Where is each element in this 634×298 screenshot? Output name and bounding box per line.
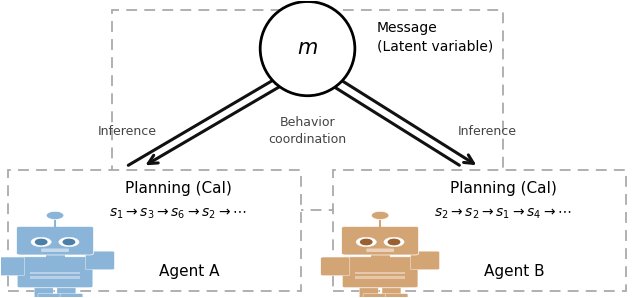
FancyBboxPatch shape [16, 226, 94, 255]
FancyBboxPatch shape [385, 294, 408, 298]
FancyBboxPatch shape [333, 170, 626, 291]
Text: Message
(Latent variable): Message (Latent variable) [377, 21, 493, 53]
FancyBboxPatch shape [46, 252, 65, 259]
FancyBboxPatch shape [355, 276, 405, 279]
FancyBboxPatch shape [382, 278, 401, 298]
Text: $s_1 \rightarrow s_3 \rightarrow s_6 \rightarrow s_2 \rightarrow \cdots$: $s_1 \rightarrow s_3 \rightarrow s_6 \ri… [109, 207, 247, 221]
FancyBboxPatch shape [38, 294, 61, 298]
Text: Planning (CaI): Planning (CaI) [450, 181, 557, 196]
FancyBboxPatch shape [410, 251, 439, 270]
FancyBboxPatch shape [30, 271, 81, 274]
Circle shape [36, 239, 47, 245]
FancyBboxPatch shape [342, 257, 418, 288]
Circle shape [31, 237, 51, 247]
FancyBboxPatch shape [112, 10, 503, 209]
Circle shape [361, 239, 372, 245]
Text: $s_2 \rightarrow s_2 \rightarrow s_1 \rightarrow s_4 \rightarrow \cdots$: $s_2 \rightarrow s_2 \rightarrow s_1 \ri… [434, 207, 572, 221]
FancyBboxPatch shape [8, 170, 301, 291]
Circle shape [384, 237, 404, 247]
FancyBboxPatch shape [41, 249, 69, 252]
Text: Agent A: Agent A [159, 264, 220, 279]
FancyBboxPatch shape [359, 278, 378, 298]
FancyBboxPatch shape [321, 257, 350, 276]
FancyBboxPatch shape [17, 257, 93, 288]
Text: Inference: Inference [98, 125, 157, 138]
FancyBboxPatch shape [366, 249, 394, 252]
Text: Planning (CaI): Planning (CaI) [124, 181, 231, 196]
FancyBboxPatch shape [342, 226, 418, 255]
Circle shape [46, 211, 64, 220]
Circle shape [372, 211, 389, 220]
FancyBboxPatch shape [86, 251, 114, 270]
Circle shape [389, 239, 399, 245]
Ellipse shape [260, 1, 355, 96]
Text: Inference: Inference [458, 125, 517, 138]
FancyBboxPatch shape [34, 278, 53, 298]
FancyBboxPatch shape [355, 271, 405, 274]
Text: Behavior
coordination: Behavior coordination [268, 116, 347, 146]
Text: $m$: $m$ [297, 39, 318, 58]
Circle shape [59, 237, 79, 247]
Circle shape [63, 239, 75, 245]
FancyBboxPatch shape [371, 252, 389, 259]
FancyBboxPatch shape [30, 276, 81, 279]
FancyBboxPatch shape [0, 257, 25, 276]
FancyBboxPatch shape [60, 294, 83, 298]
FancyBboxPatch shape [57, 278, 76, 298]
Text: Agent B: Agent B [484, 264, 545, 279]
Circle shape [356, 237, 377, 247]
FancyBboxPatch shape [363, 294, 386, 298]
